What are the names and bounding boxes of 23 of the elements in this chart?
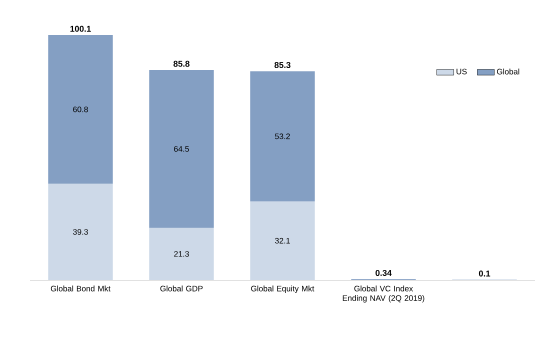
bar	[48, 35, 113, 184]
data-label: 53.2	[275, 134, 290, 140]
x-tick-label: Global VC Index Ending NAV (2Q 2019)	[342, 286, 424, 302]
x-tick-label: Global Equity Mkt	[251, 286, 314, 293]
bar	[250, 71, 315, 202]
data-label: 39.3	[73, 229, 88, 235]
total-label: 85.3	[274, 62, 290, 68]
total-label: 85.8	[173, 60, 190, 67]
data-label: 21.3	[174, 251, 189, 257]
bar	[250, 201, 315, 280]
data-label: 64.5	[174, 146, 189, 152]
x-tick-label: Global Bond Mkt	[50, 286, 110, 292]
x-tick-label: Global GDP	[160, 286, 203, 292]
total-label: 0.34	[376, 270, 392, 276]
bar	[149, 228, 214, 280]
bar	[149, 70, 214, 228]
legend-label: Global	[496, 68, 520, 74]
legend-label: US	[456, 68, 467, 74]
data-label: 32.1	[275, 238, 290, 244]
total-label: 0.1	[478, 270, 490, 277]
data-label: 60.8	[73, 106, 88, 112]
total-label: 100.1	[70, 26, 91, 32]
bar	[48, 184, 113, 280]
